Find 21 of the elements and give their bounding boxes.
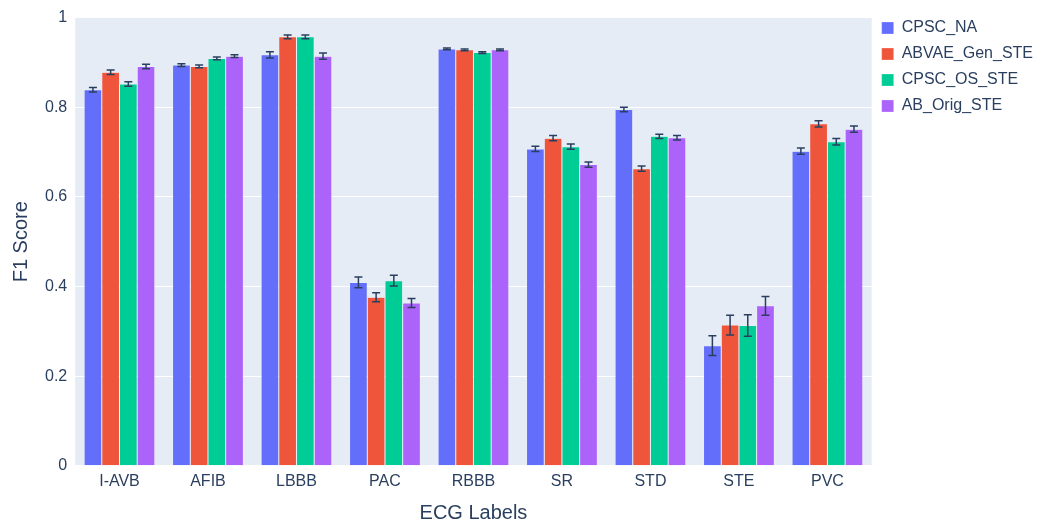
x-tick-label: LBBB (276, 471, 317, 489)
x-tick-label: STD (634, 471, 667, 489)
y-tick-label: 0.6 (44, 187, 68, 205)
y-tick-label: 0 (58, 456, 68, 474)
x-tick-label: I-AVB (99, 471, 140, 489)
x-tick-label: AFIB (190, 471, 226, 489)
y-tick-label: 0.4 (44, 276, 68, 294)
x-axis-title: ECG Labels (419, 500, 528, 523)
x-tick-label: SR (550, 471, 574, 489)
legend-label: CPSC_OS_STE (901, 70, 1019, 89)
x-tick-label: PAC (369, 471, 401, 489)
legend-label: CPSC_NA (901, 18, 978, 37)
legend-label: AB_Orig_STE (901, 96, 1003, 115)
legend-label: ABVAE_Gen_STE (901, 44, 1033, 63)
x-tick-label: STE (723, 471, 755, 489)
x-tick-label: PVC (810, 471, 844, 489)
y-tick-label: 1 (58, 8, 68, 26)
y-tick-label: 0.8 (44, 97, 68, 115)
x-tick-label: RBBB (451, 471, 496, 489)
y-axis-title: F1 Score (8, 201, 31, 283)
y-tick-label: 0.2 (44, 366, 68, 384)
